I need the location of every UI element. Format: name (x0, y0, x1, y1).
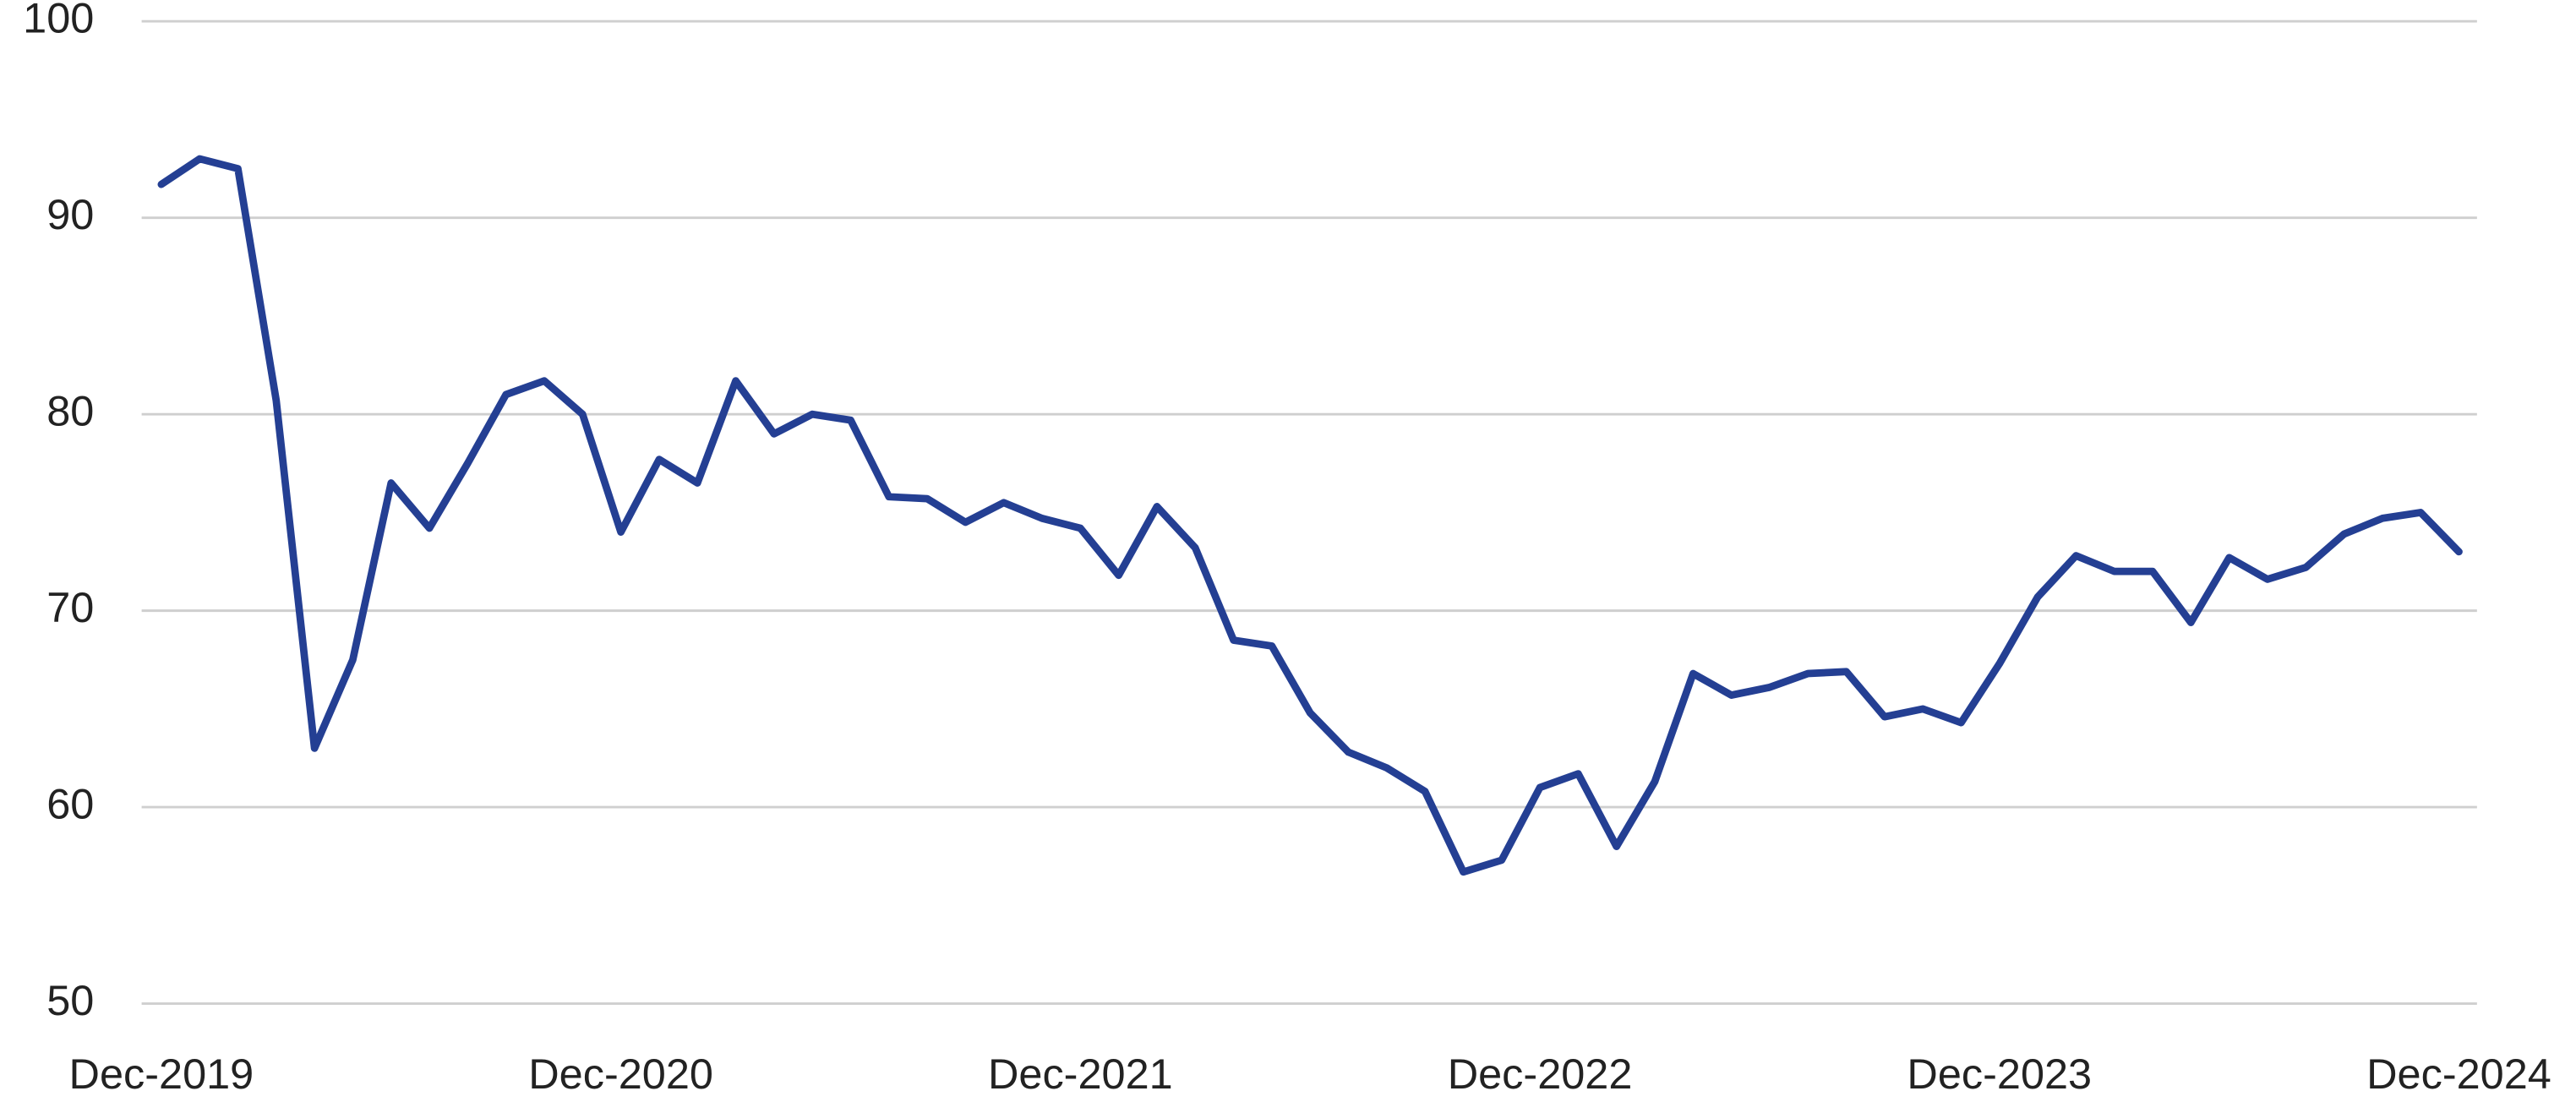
x-tick-label: Dec-2020 (528, 1050, 713, 1098)
y-tick-label: 70 (46, 583, 94, 631)
y-tick-label: 100 (23, 0, 94, 42)
x-tick-label: Dec-2019 (69, 1050, 254, 1098)
y-tick-label: 80 (46, 386, 94, 434)
y-tick-label: 50 (46, 976, 94, 1024)
data-line (157, 155, 2463, 876)
y-tick-label: 60 (46, 779, 94, 827)
x-tick-label: Dec-2021 (988, 1050, 1173, 1098)
x-tick-label: Dec-2024 (2366, 1050, 2551, 1098)
x-tick-label: Dec-2023 (1907, 1050, 2092, 1098)
x-tick-label: Dec-2022 (1448, 1050, 1633, 1098)
y-tick-label: 90 (46, 190, 94, 238)
